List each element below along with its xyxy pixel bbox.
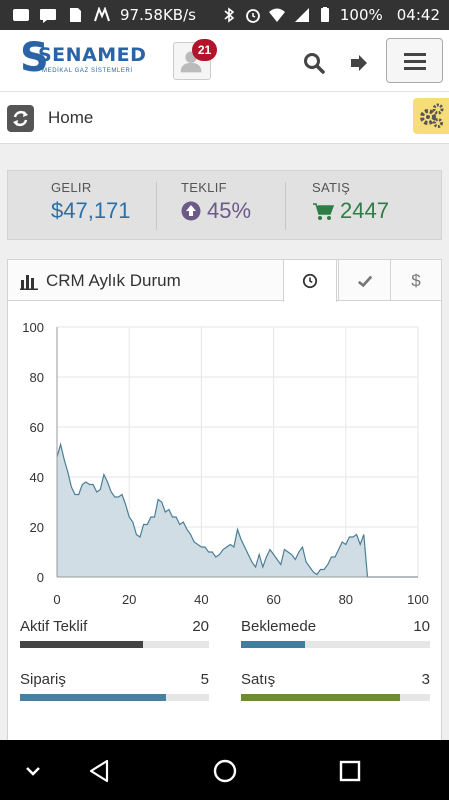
stat-value: 2447 [340,198,389,223]
progress-label: Beklemede [241,618,317,635]
stat-value: $47,171 [51,198,131,223]
panel-header: CRM Aylık Durum $ [8,260,441,302]
home-circle-icon[interactable] [211,757,239,785]
crm-area-chart: 0 20 40 60 80 100 0 20 40 60 80 100 [22,320,429,607]
search-icon[interactable] [302,51,326,75]
system-nav-bar [0,740,449,800]
clock-time: 04:42 [396,6,440,24]
alarm-icon [245,9,260,23]
progress-sales: Satış 3 [241,671,430,701]
x-tick-label: 20 [122,592,136,607]
shopping-cart-icon [313,203,334,220]
battery-icon [320,7,329,22]
x-tick-label: 0 [53,592,60,607]
hamburger-menu-button[interactable] [386,38,443,83]
progress-active-offers: Aktif Teklif 20 [20,618,209,648]
top-navbar: S SENAMED MEDİKAL GAZ SİSTEMLERİ 21 [0,30,449,92]
notification-badge[interactable]: 21 [192,39,217,61]
progress-value: 20 [192,618,209,635]
chevron-down-icon[interactable] [19,757,47,785]
tab-time[interactable] [283,260,337,302]
logout-icon[interactable] [347,51,371,75]
progress-track [20,694,209,701]
recent-apps-icon[interactable] [336,757,364,785]
page-title: Home [48,108,94,127]
x-tick-label: 40 [194,592,208,607]
y-tick-label: 20 [30,520,44,535]
y-tick-label: 0 [37,570,44,585]
series-line [56,442,418,578]
x-tick-label: 60 [266,592,280,607]
stat-offers: TEKLIF 45% [181,180,251,224]
logo[interactable]: S SENAMED MEDİKAL GAZ SİSTEMLERİ [20,35,146,81]
arrow-up-circle-icon [181,201,201,221]
divider [156,182,157,230]
progress-label: Sipariş [20,671,66,688]
stat-value: 45% [207,198,252,223]
progress-value: 5 [200,671,209,688]
area-fill [57,444,418,577]
tab-completed[interactable] [338,260,390,301]
summary-stats: GELIR $47,171 TEKLIF 45% SATIŞ 2447 [7,170,442,240]
y-tick-label: 80 [30,370,44,385]
bar-chart-icon [20,275,38,290]
progress-track [20,641,209,648]
sms-icon [40,9,56,23]
gears-icon [420,103,444,128]
wifi-icon [268,8,285,22]
x-tick-label: 80 [339,592,353,607]
progress-value: 3 [421,671,430,688]
crm-panel: CRM Aylık Durum $ 0 20 40 60 80 100 0 20 40 60 80 1… [7,259,442,749]
progress-label: Aktif Teklif [20,618,88,635]
clock-icon [302,273,318,289]
sim-icon [70,8,81,22]
network-speed: 97.58KB/s [120,6,196,24]
progress-track [241,641,430,648]
progress-fill [241,694,400,701]
back-icon[interactable] [86,757,114,785]
divider [285,182,286,230]
settings-button[interactable] [413,98,449,134]
panel-title: CRM Aylık Durum [46,271,181,290]
logo-subtitle: MEDİKAL GAZ SİSTEMLERİ [42,68,133,74]
tab-revenue[interactable]: $ [390,260,441,301]
x-tick-label: 100 [407,592,429,607]
dollar-icon: $ [411,270,421,290]
progress-pending: Beklemede 10 [241,618,430,648]
progress-fill [241,641,306,648]
stat-sales: SATIŞ 2447 [312,180,389,224]
status-bar: 97.58KB/s 100% 04:42 [0,0,449,30]
progress-fill [20,641,143,648]
bluetooth-icon [224,7,235,23]
refresh-button[interactable] [7,105,34,132]
user-icon [180,51,202,73]
stat-revenue: GELIR $47,171 [51,180,131,224]
logo-name: SENAMED [38,44,147,66]
signal-icon [294,8,309,22]
progress-track [241,694,430,701]
progress-fill [20,694,166,701]
stat-label: TEKLIF [181,180,227,195]
app-icon [94,7,110,22]
y-tick-label: 60 [30,420,44,435]
stat-label: GELIR [51,180,92,195]
check-icon [357,275,372,287]
breadcrumb: Home [0,92,449,144]
stat-label: SATIŞ [312,180,351,195]
y-tick-label: 40 [30,470,44,485]
progress-orders: Sipariş 5 [20,671,209,701]
refresh-icon [13,110,28,127]
progress-label: Satış [241,671,276,688]
logo-mark: S [20,35,49,81]
progress-value: 10 [413,618,430,635]
battery-level: 100% [339,6,383,24]
message-icon [13,9,29,21]
y-tick-label: 100 [22,320,44,335]
